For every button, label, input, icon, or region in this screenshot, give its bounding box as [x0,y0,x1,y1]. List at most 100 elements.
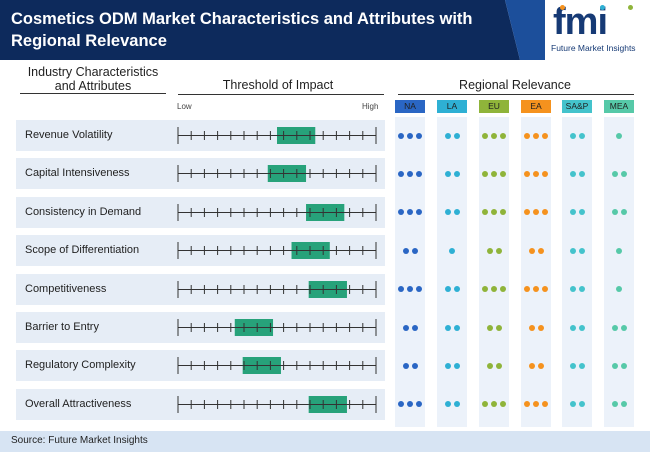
relevance-dot [407,170,413,177]
relevance-dots [395,389,425,420]
relevance-dot [569,401,576,408]
relevance-dot [524,170,530,177]
row-label: Overall Attractiveness [25,397,132,410]
relevance-dot [616,132,622,139]
relevance-dot [482,170,488,177]
relevance-dot [411,247,418,254]
relevance-dot [500,170,506,177]
relevance-dot [486,247,493,254]
relevance-dot [486,362,493,369]
threshold-scale [177,280,377,298]
relevance-dot [611,362,618,369]
relevance-dot [402,324,409,331]
relevance-dot [611,209,618,216]
relevance-dot [620,362,627,369]
relevance-dot [495,362,502,369]
relevance-dots [562,120,592,151]
relevance-dot [569,209,576,216]
relevance-dots [604,312,634,343]
relevance-dot [533,209,539,216]
threshold-scale [177,203,377,221]
relevance-dots [562,350,592,381]
relevance-dot [491,132,497,139]
source-note: Source: Future Market Insights [11,435,148,446]
relevance-dot [491,286,497,293]
relevance-dots [395,197,425,228]
relevance-dots [521,120,551,151]
relevance-dot [486,324,493,331]
relevance-dot [416,286,422,293]
relevance-dot [411,362,418,369]
relevance-dots [521,158,551,189]
relevance-dot [528,362,535,369]
region-header: MEA [604,100,634,113]
relevance-dot [453,362,460,369]
relevance-dot [616,286,622,293]
relevance-dot [482,209,488,216]
relevance-dots [395,158,425,189]
relevance-dots [562,389,592,420]
threshold-scale [177,242,377,260]
relevance-dots [437,235,467,266]
relevance-dots [521,274,551,305]
relevance-dot [537,324,544,331]
relevance-dots [479,120,509,151]
row-label: Revenue Volatility [25,129,113,141]
row-label: Competitiveness [25,282,107,295]
relevance-dot [453,324,460,331]
relevance-dot [398,132,404,139]
relevance-dots [437,274,467,305]
relevance-dot [578,324,585,331]
relevance-dot [444,324,451,331]
relevance-dots [521,235,551,266]
threshold-scale [177,357,377,375]
relevance-dot [495,247,502,254]
row-label: Regulatory Complexity [25,359,136,372]
relevance-dot [533,132,539,139]
relevance-dots [437,158,467,189]
relevance-dot [611,401,618,408]
relevance-dot [533,170,539,177]
relevance-dot [533,401,539,408]
relevance-dot [569,247,576,254]
relevance-dot [569,362,576,369]
relevance-dot [578,401,585,408]
relevance-dot [491,170,497,177]
relevance-dot [542,170,548,177]
relevance-dot [444,401,451,408]
relevance-dots [521,350,551,381]
relevance-dots [479,158,509,189]
relevance-dot [578,362,585,369]
relevance-dots [437,312,467,343]
relevance-dot [495,324,502,331]
relevance-dots [479,274,509,305]
relevance-dot [416,209,422,216]
scale-low-label: Low [177,102,192,111]
relevance-dots [562,158,592,189]
relevance-dot [620,324,627,331]
relevance-dots [395,312,425,343]
threshold-scale [177,395,377,413]
relevance-dot [611,324,618,331]
relevance-dot [402,247,409,254]
relevance-dot [578,286,585,293]
relevance-dot [611,170,618,177]
row-label: Consistency in Demand [25,205,142,218]
relevance-dots [395,274,425,305]
scale-high-label: High [362,102,379,111]
relevance-dots [604,274,634,305]
relevance-dot [482,132,488,139]
relevance-dot [416,401,422,408]
relevance-dots [604,120,634,151]
header-banner: Cosmetics ODM Market Characteristics and… [0,0,650,60]
relevance-dot [569,132,576,139]
relevance-dot [491,209,497,216]
relevance-dot [528,247,535,254]
threshold-header-underline [178,94,384,95]
threshold-scale [177,127,377,144]
relevance-dot [444,132,451,139]
relevance-dots [479,235,509,266]
relevance-dot [569,324,576,331]
relevance-dot [407,286,413,293]
relevance-dot [537,247,544,254]
